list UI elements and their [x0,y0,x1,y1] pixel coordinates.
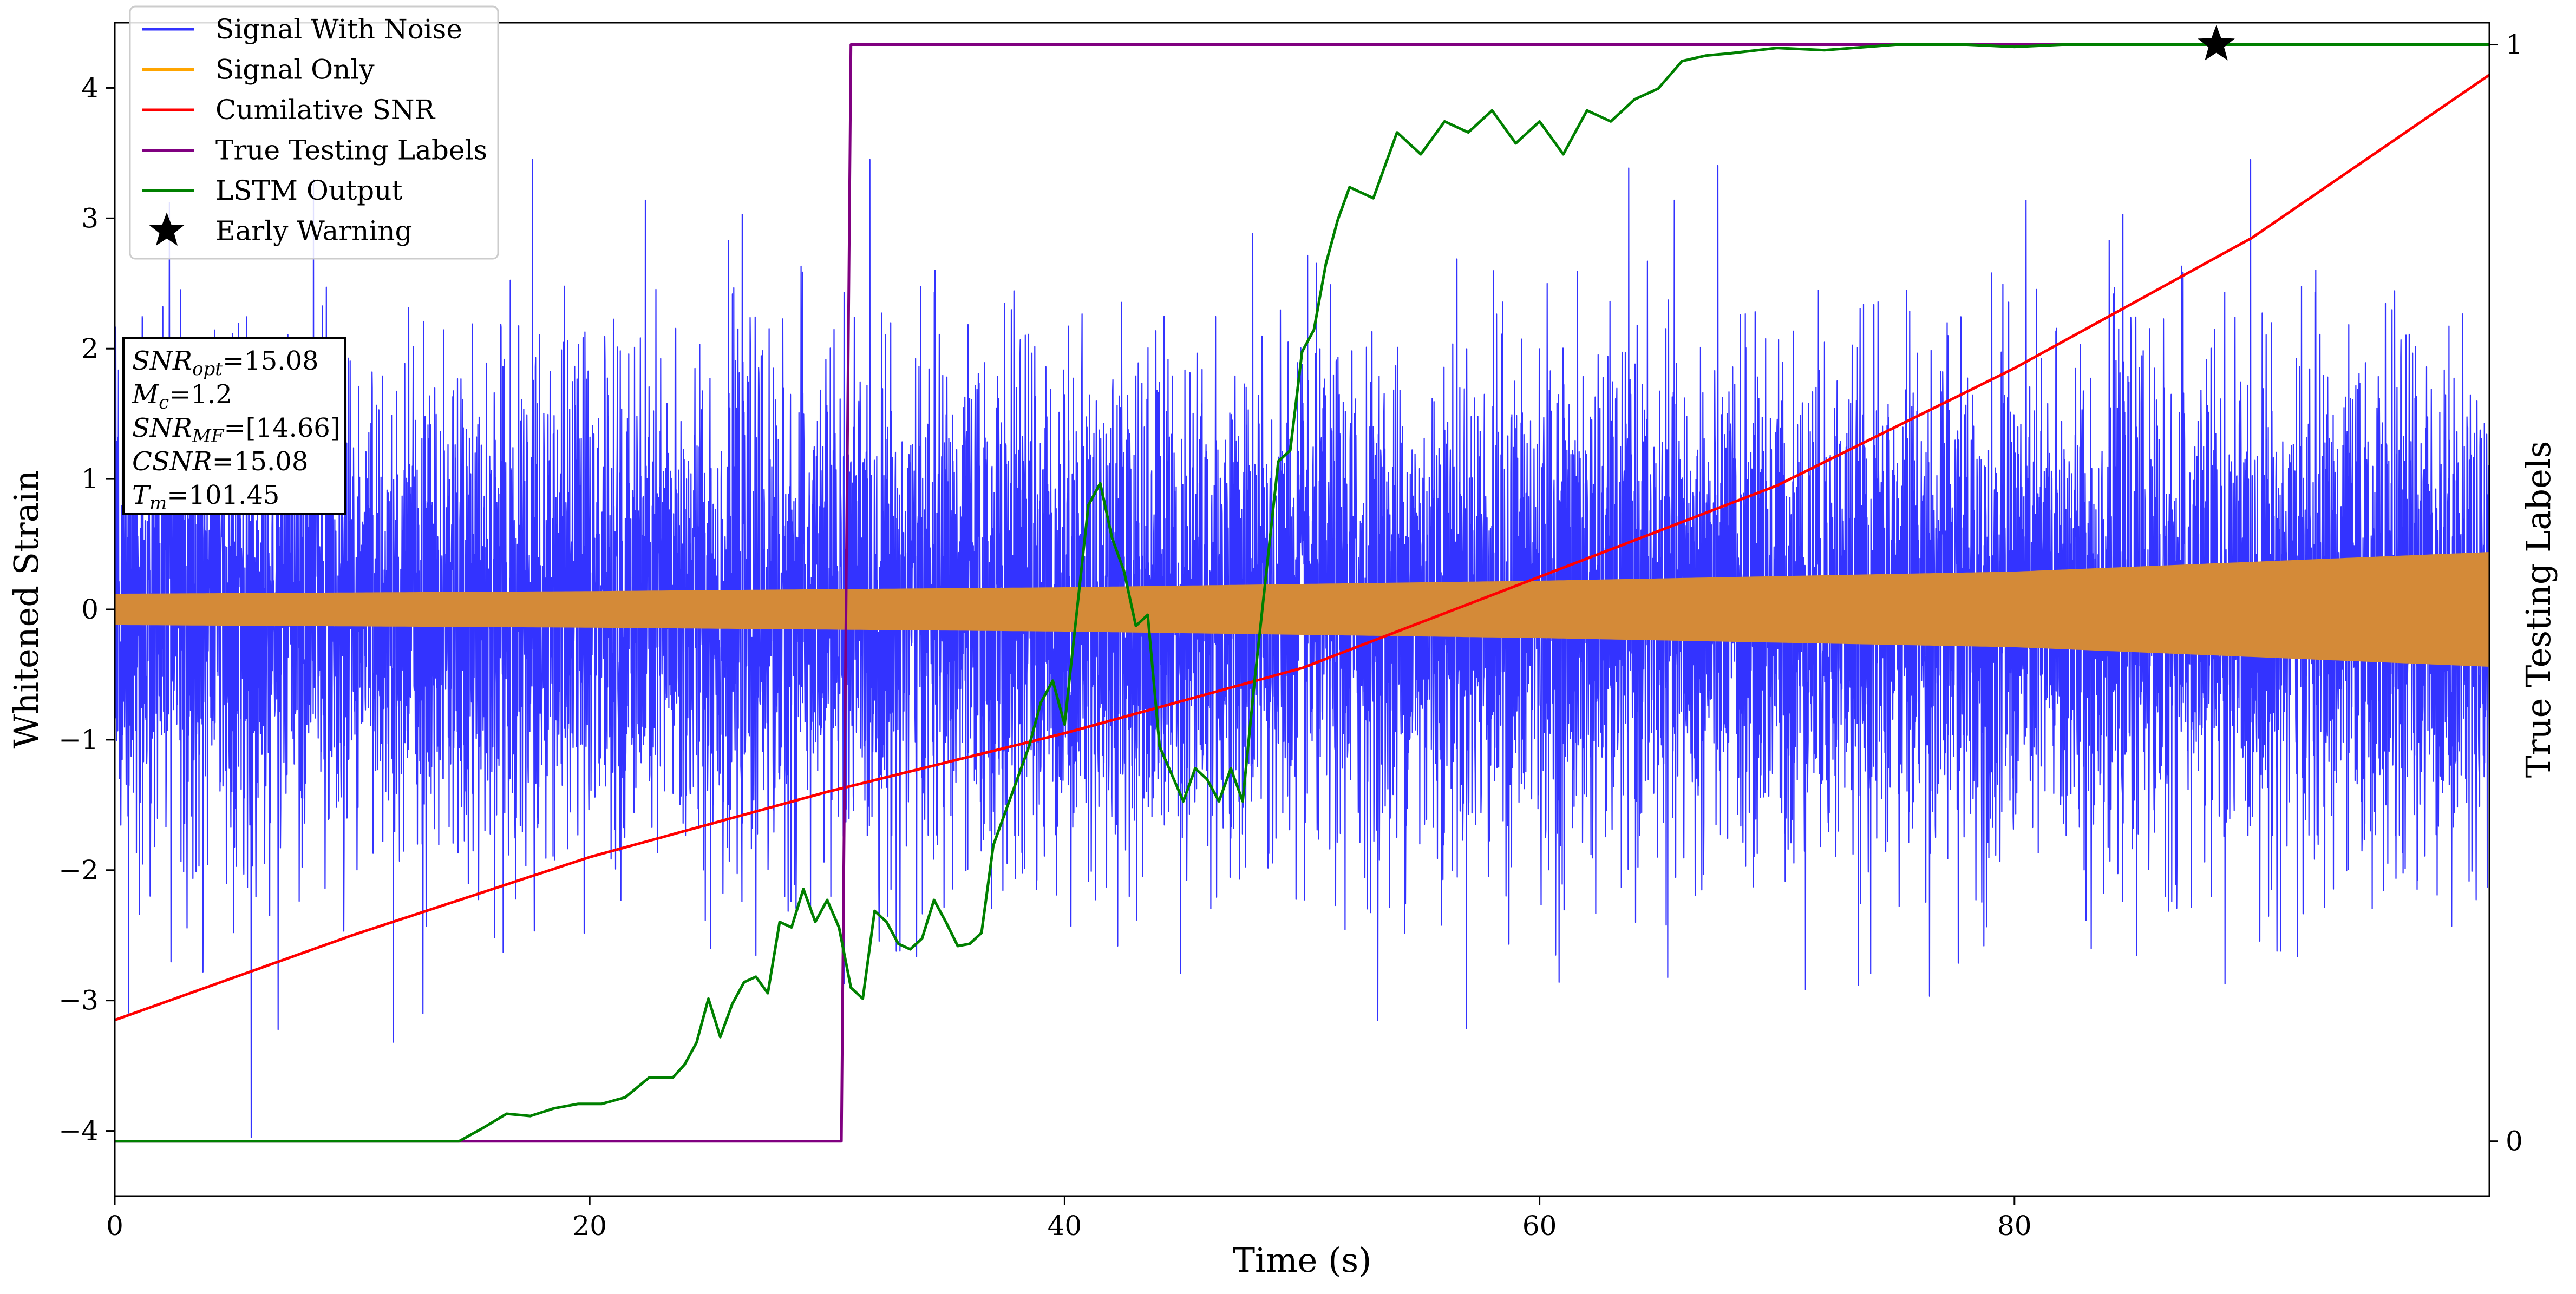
annotation-frame [122,337,346,515]
cumulative-snr-series [115,74,2489,1022]
x-axis-label: Time (s) [1233,1240,1372,1280]
y-tick-label: 1 [81,463,99,495]
x-tick-label: 40 [1048,1210,1082,1242]
annotation-line: SNRopt=15.08 [132,346,319,380]
legend-label: LSTM Output [215,175,402,206]
annotation-line: Tm=101.45 [132,480,279,514]
y-tick-label: 3 [81,202,99,234]
y-tick-label: 0 [81,594,99,625]
legend-label: Signal Only [215,54,375,86]
legend-entry: Cumilative SNR [142,94,435,126]
legend-frame [129,5,499,260]
y-tick-label: −2 [58,855,99,886]
signal-only-series [115,552,2489,667]
y-axis-label: Whitened Strain [6,470,46,749]
legend-label: True Testing Labels [215,135,487,166]
y-tick-label: 2 [81,333,99,364]
y-tick-label: −1 [58,724,99,756]
y2-axis-label: True Testing Labels [2519,441,2558,778]
legend-entry: Signal Only [142,54,375,86]
legend-entry: True Testing Labels [142,135,487,166]
early-warning-marker [2198,25,2235,61]
x-tick-label: 20 [572,1210,607,1242]
x-tick-label: 0 [106,1210,123,1242]
y2-tick-label: 1 [2506,29,2523,61]
annotation-line: SNRMF=[14.66] [132,413,341,447]
lstm-output-series [115,43,2489,1143]
legend: Signal With Noise Signal Only Cumilative S… [129,5,499,260]
annotation-box: SNRopt=15.08Mc=1.2SNRMF=[14.66]CSNR=15.0… [122,337,346,515]
x-tick-label: 60 [1522,1210,1557,1242]
legend-label: Cumilative SNR [215,94,435,126]
legend-entry: Early Warning [149,212,413,247]
y-tick-label: 4 [81,72,99,103]
annotation-line: Mc=1.2 [132,379,232,413]
x-tick-label: 80 [1997,1210,2032,1242]
annotation-line: CSNR=15.08 [132,446,308,477]
true-testing-labels-series [115,43,2489,1143]
legend-label: Early Warning [215,215,413,247]
y-tick-label: −3 [58,985,99,1016]
y2-tick-label: 0 [2506,1126,2523,1157]
legend-swatch [149,212,185,246]
plot-area [115,43,2489,1143]
legend-label: Signal With Noise [215,14,462,45]
legend-entry: LSTM Output [142,175,402,206]
y-tick-label: −4 [58,1115,99,1147]
legend-entry: Signal With Noise [142,14,462,45]
